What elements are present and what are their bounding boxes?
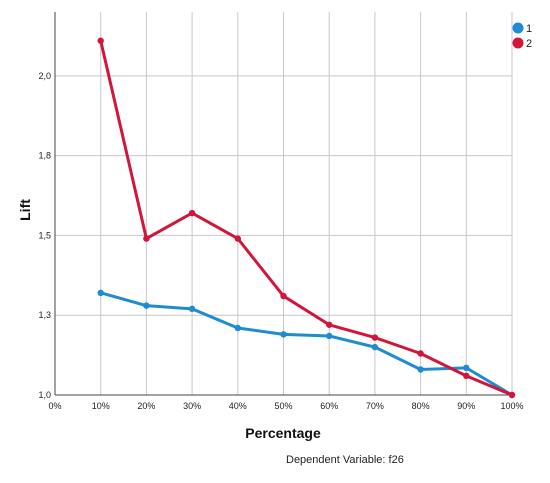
series-2-point (97, 37, 104, 44)
x-tick-label: 20% (137, 401, 155, 411)
series-2-point (417, 350, 424, 357)
series-2-point (280, 292, 287, 300)
y-tick-label: 2,0 (38, 71, 51, 81)
x-tick-label: 60% (320, 401, 338, 411)
x-tick-label: 90% (457, 401, 475, 411)
series-2-point (143, 235, 150, 242)
series-2-point (463, 372, 470, 380)
y-tick-label: 1,0 (38, 390, 51, 400)
y-axis-ticks: 1,0 1,3 1,5 1,8 2,0 (38, 71, 51, 400)
y-tick-label: 1,5 (38, 230, 51, 240)
series-2-point (234, 235, 241, 242)
x-axis-title: Percentage (245, 425, 321, 441)
y-tick-label: 1,8 (38, 151, 51, 161)
series-1-point (188, 305, 196, 313)
legend-marker-2 (512, 37, 524, 49)
y-axis-title: Lift (17, 199, 33, 221)
legend-label-2: 2 (526, 38, 532, 50)
series-2-point (371, 334, 379, 341)
dependent-variable-note: Dependent Variable: f26 (286, 454, 404, 466)
series-1-point (143, 302, 150, 309)
series-1-point (463, 364, 470, 372)
series-1-point (371, 343, 379, 351)
x-tick-label: 70% (366, 401, 384, 411)
series-1-point (280, 331, 287, 338)
chart-axes (54, 12, 512, 396)
x-tick-label: 100% (500, 401, 523, 411)
chart-legend: 12 (512, 22, 532, 50)
x-tick-label: 50% (274, 401, 292, 411)
legend-marker-1 (512, 22, 524, 34)
series-1-point (97, 289, 104, 297)
y-tick-label: 1,3 (38, 310, 51, 320)
series-1-point (234, 324, 241, 332)
x-tick-label: 30% (183, 401, 201, 411)
x-tick-label: 80% (412, 401, 430, 411)
x-tick-label: 40% (229, 401, 247, 411)
series-1-point (417, 366, 424, 373)
chart-series (97, 37, 516, 399)
x-axis-ticks: 0% 10% 20% 30% 40% 50% 60% 70% 80% 90% 100% (48, 401, 523, 411)
series-1-line (99, 291, 514, 397)
x-tick-label: 10% (92, 401, 110, 411)
series-2-line (99, 39, 514, 397)
chart-grid (55, 12, 513, 395)
series-2-point (508, 391, 516, 399)
x-tick-label: 0% (48, 401, 61, 411)
series-2-point (326, 321, 333, 328)
series-1-point (326, 332, 333, 340)
legend-label-1: 1 (526, 23, 532, 35)
series-2-point (188, 209, 196, 217)
